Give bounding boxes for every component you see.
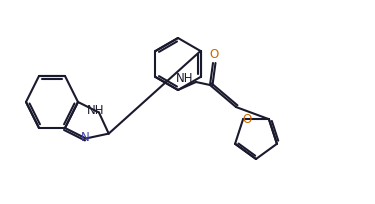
Text: O: O	[243, 113, 252, 126]
Text: N: N	[81, 131, 89, 144]
Text: NH: NH	[87, 104, 105, 117]
Text: NH: NH	[176, 71, 194, 84]
Text: O: O	[209, 49, 219, 61]
